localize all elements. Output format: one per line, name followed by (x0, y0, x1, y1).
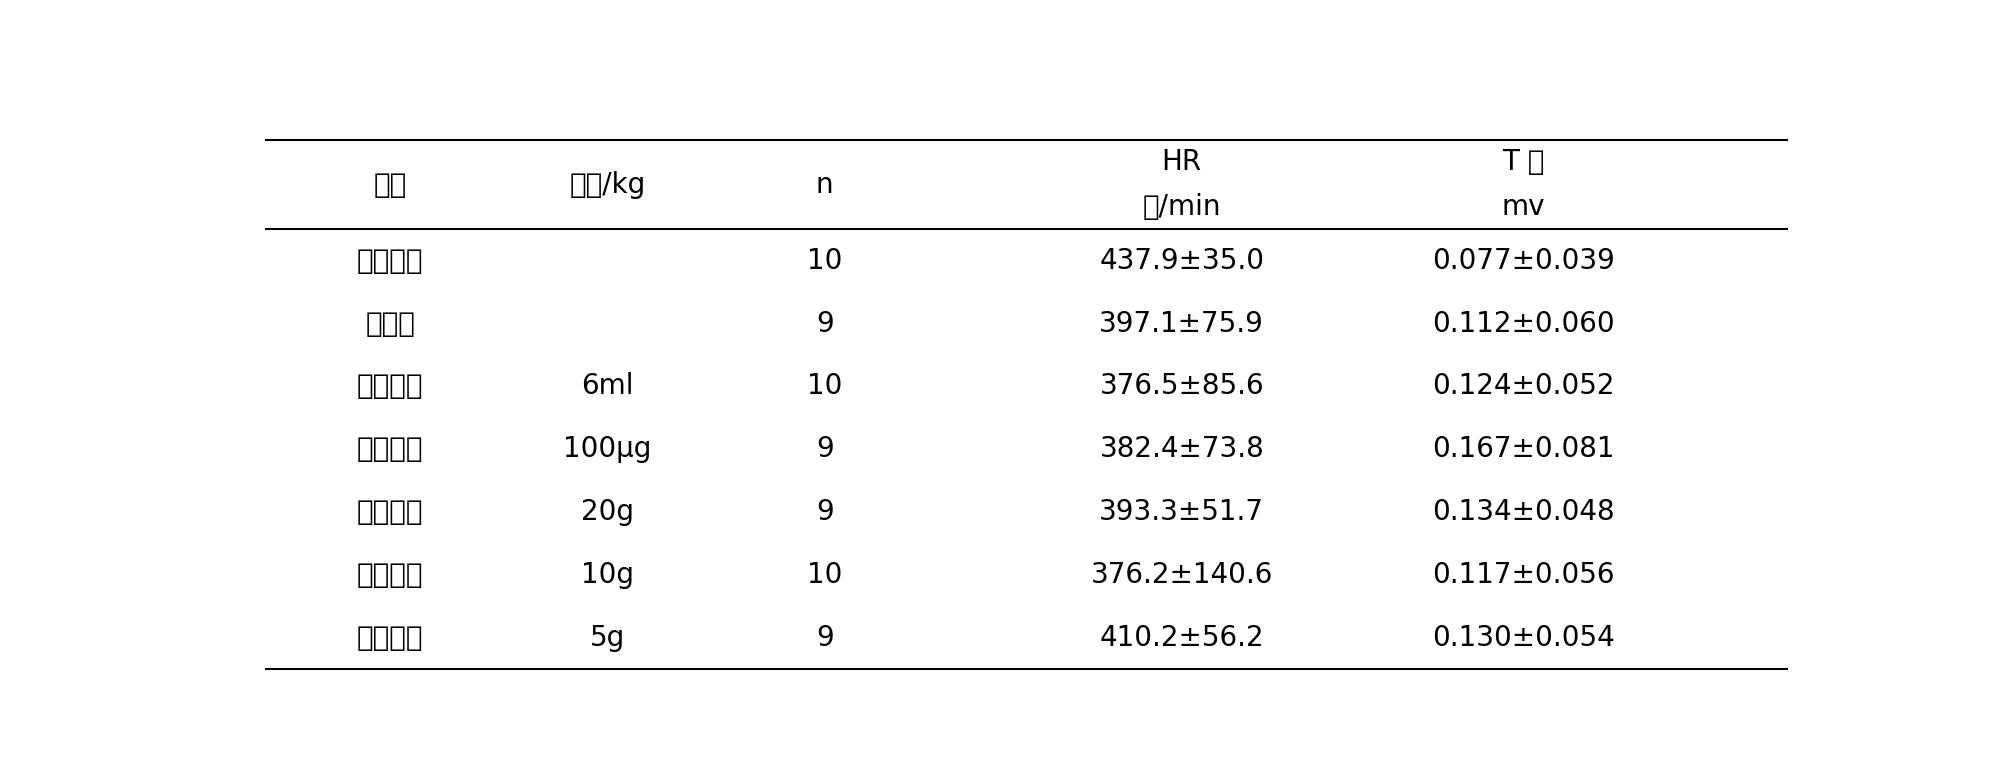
Text: 6ml: 6ml (581, 372, 633, 401)
Text: n: n (815, 171, 833, 198)
Text: 9: 9 (815, 624, 833, 652)
Text: 20g: 20g (581, 498, 633, 527)
Text: 0.112±0.060: 0.112±0.060 (1432, 310, 1614, 337)
Text: 10g: 10g (581, 561, 633, 589)
Text: 0.077±0.039: 0.077±0.039 (1432, 247, 1614, 275)
Text: 参茜益心: 参茜益心 (357, 498, 423, 527)
Text: 10: 10 (807, 247, 843, 275)
Text: 376.2±140.6: 376.2±140.6 (1090, 561, 1274, 589)
Text: 100μg: 100μg (563, 435, 651, 463)
Text: 0.130±0.054: 0.130±0.054 (1432, 624, 1614, 652)
Text: 假手术组: 假手术组 (357, 247, 423, 275)
Text: HR: HR (1162, 148, 1202, 176)
Text: 10: 10 (807, 561, 843, 589)
Text: 0.134±0.048: 0.134±0.048 (1432, 498, 1614, 527)
Text: 剂量/kg: 剂量/kg (569, 171, 645, 198)
Text: 382.4±73.8: 382.4±73.8 (1100, 435, 1264, 463)
Text: 0.124±0.052: 0.124±0.052 (1432, 372, 1614, 401)
Text: mv: mv (1502, 193, 1544, 222)
Text: T 波: T 波 (1502, 148, 1544, 176)
Text: 分组: 分组 (373, 171, 407, 198)
Text: 0.117±0.056: 0.117±0.056 (1432, 561, 1614, 589)
Text: 模型组: 模型组 (365, 310, 415, 337)
Text: 376.5±85.6: 376.5±85.6 (1100, 372, 1264, 401)
Text: 次/min: 次/min (1142, 193, 1222, 222)
Text: 地高辛组: 地高辛组 (357, 435, 423, 463)
Text: 410.2±56.2: 410.2±56.2 (1100, 624, 1264, 652)
Text: 9: 9 (815, 498, 833, 527)
Text: 437.9±35.0: 437.9±35.0 (1100, 247, 1264, 275)
Text: 参茜益心: 参茜益心 (357, 624, 423, 652)
Text: 生脉饮组: 生脉饮组 (357, 372, 423, 401)
Text: 9: 9 (815, 435, 833, 463)
Text: 5g: 5g (589, 624, 625, 652)
Text: 0.167±0.081: 0.167±0.081 (1432, 435, 1614, 463)
Text: 10: 10 (807, 372, 843, 401)
Text: 397.1±75.9: 397.1±75.9 (1100, 310, 1264, 337)
Text: 参茜益心: 参茜益心 (357, 561, 423, 589)
Text: 393.3±51.7: 393.3±51.7 (1100, 498, 1264, 527)
Text: 9: 9 (815, 310, 833, 337)
